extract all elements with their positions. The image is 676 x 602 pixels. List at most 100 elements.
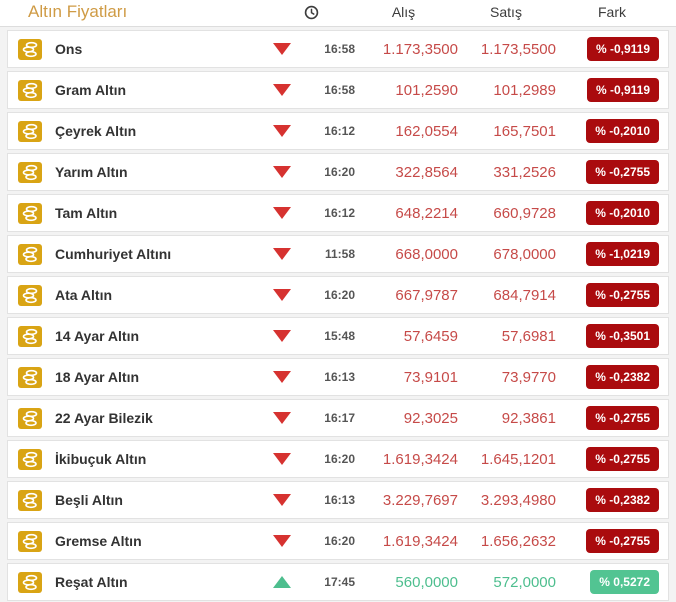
buy-price: 1.619,3424 xyxy=(382,450,458,468)
table-row[interactable]: Cumhuriyet Altını 11:58 668,0000 678,000… xyxy=(7,235,669,273)
table-body: Ons 16:58 1.173,3500 1.173,5500 % -0,911… xyxy=(0,27,676,601)
update-time: 16:20 xyxy=(324,288,355,302)
gold-coins-icon xyxy=(18,325,42,347)
change-cell: % -1,0219 xyxy=(556,242,668,266)
table-row[interactable]: Tam Altın 16:12 648,2214 660,9728 % -0,2… xyxy=(7,194,669,232)
trend-arrow-icon xyxy=(271,412,293,424)
gold-coins-icon xyxy=(18,120,42,142)
gold-coins-icon xyxy=(18,489,42,511)
change-badge: % -0,2382 xyxy=(586,365,659,389)
change-cell: % -0,2382 xyxy=(556,365,668,389)
change-cell: % -0,3501 xyxy=(556,324,668,348)
trend-arrow-icon xyxy=(271,166,293,178)
change-badge: % -1,0219 xyxy=(586,242,659,266)
gold-coins-icon xyxy=(18,571,42,593)
change-badge: % -0,2755 xyxy=(586,406,659,430)
instrument-name: Ata Altın xyxy=(55,287,113,303)
change-badge: % 0,5272 xyxy=(590,570,659,594)
update-time: 16:13 xyxy=(324,493,355,507)
sell-price: 101,2989 xyxy=(493,81,556,99)
change-badge: % -0,2755 xyxy=(586,160,659,184)
sell-price: 684,7914 xyxy=(493,286,556,304)
buy-price: 648,2214 xyxy=(395,204,458,222)
gold-coins-icon xyxy=(18,407,42,429)
clock-icon xyxy=(304,6,318,20)
table-row[interactable]: Reşat Altın 17:45 560,0000 572,0000 % 0,… xyxy=(7,563,669,601)
update-time: 16:20 xyxy=(324,534,355,548)
gold-coins-icon xyxy=(18,284,42,306)
update-time: 16:17 xyxy=(324,411,355,425)
change-cell: % -0,2755 xyxy=(556,283,668,307)
gold-coins-icon xyxy=(18,161,42,183)
column-header-buy: Alış xyxy=(391,4,416,20)
change-cell: % -0,2382 xyxy=(556,488,668,512)
table-row[interactable]: 18 Ayar Altın 16:13 73,9101 73,9770 % -0… xyxy=(7,358,669,396)
instrument-name: Gram Altın xyxy=(55,82,127,98)
sell-price: 3.293,4980 xyxy=(480,491,556,509)
change-cell: % 0,5272 xyxy=(556,570,668,594)
change-cell: % -0,2755 xyxy=(556,447,668,471)
table-row[interactable]: Gremse Altın 16:20 1.619,3424 1.656,2632… xyxy=(7,522,669,560)
sell-price: 572,0000 xyxy=(493,573,556,591)
update-time: 16:20 xyxy=(324,452,355,466)
column-header-time xyxy=(271,4,351,21)
gold-coins-icon xyxy=(18,366,42,388)
buy-price: 668,0000 xyxy=(395,245,458,263)
change-cell: % -0,2010 xyxy=(556,201,668,225)
change-badge: % -0,2382 xyxy=(586,488,659,512)
buy-price: 667,9787 xyxy=(395,286,458,304)
change-badge: % -0,2010 xyxy=(586,119,659,143)
change-cell: % -0,9119 xyxy=(556,78,668,102)
update-time: 17:45 xyxy=(324,575,355,589)
instrument-name: 14 Ayar Altın xyxy=(55,328,140,344)
sell-price: 73,9770 xyxy=(501,368,556,386)
table-row[interactable]: İkibuçuk Altın 16:20 1.619,3424 1.645,12… xyxy=(7,440,669,478)
update-time: 16:12 xyxy=(324,206,355,220)
buy-price: 92,3025 xyxy=(403,409,458,427)
table-header: Altın Fiyatları Alış Satış Fark xyxy=(0,0,676,27)
table-row[interactable]: Ata Altın 16:20 667,9787 684,7914 % -0,2… xyxy=(7,276,669,314)
buy-price: 322,8564 xyxy=(395,163,458,181)
instrument-name: İkibuçuk Altın xyxy=(55,451,147,467)
change-badge: % -0,2010 xyxy=(586,201,659,225)
buy-price: 1.173,3500 xyxy=(382,40,458,58)
instrument-name: 18 Ayar Altın xyxy=(55,369,140,385)
instrument-name: Gremse Altın xyxy=(55,533,142,549)
trend-arrow-icon xyxy=(271,535,293,547)
instrument-name: Yarım Altın xyxy=(55,164,128,180)
column-header-change: Fark xyxy=(598,4,626,20)
instrument-name: Reşat Altın xyxy=(55,574,128,590)
table-row[interactable]: Çeyrek Altın 16:12 162,0554 165,7501 % -… xyxy=(7,112,669,150)
change-badge: % -0,9119 xyxy=(586,78,659,102)
change-badge: % -0,2755 xyxy=(586,283,659,307)
sell-price: 331,2526 xyxy=(493,163,556,181)
sell-price: 678,0000 xyxy=(493,245,556,263)
change-cell: % -0,2755 xyxy=(556,160,668,184)
change-cell: % -0,9119 xyxy=(556,37,668,61)
sell-price: 660,9728 xyxy=(493,204,556,222)
table-row[interactable]: Gram Altın 16:58 101,2590 101,2989 % -0,… xyxy=(7,71,669,109)
table-row[interactable]: 14 Ayar Altın 15:48 57,6459 57,6981 % -0… xyxy=(7,317,669,355)
update-time: 16:12 xyxy=(324,124,355,138)
gold-coins-icon xyxy=(18,448,42,470)
buy-price: 73,9101 xyxy=(403,368,458,386)
table-row[interactable]: Ons 16:58 1.173,3500 1.173,5500 % -0,911… xyxy=(7,30,669,68)
sell-price: 1.656,2632 xyxy=(480,532,556,550)
column-header-sell: Satış xyxy=(490,4,522,20)
trend-arrow-icon xyxy=(271,248,293,260)
buy-price: 560,0000 xyxy=(395,573,458,591)
update-time: 16:13 xyxy=(324,370,355,384)
table-row[interactable]: Yarım Altın 16:20 322,8564 331,2526 % -0… xyxy=(7,153,669,191)
buy-price: 162,0554 xyxy=(395,122,458,140)
buy-price: 3.229,7697 xyxy=(382,491,458,509)
trend-arrow-icon xyxy=(271,576,293,588)
update-time: 11:58 xyxy=(324,247,355,261)
table-row[interactable]: Beşli Altın 16:13 3.229,7697 3.293,4980 … xyxy=(7,481,669,519)
table-row[interactable]: 22 Ayar Bilezik 16:17 92,3025 92,3861 % … xyxy=(7,399,669,437)
sell-price: 1.645,1201 xyxy=(480,450,556,468)
instrument-name: Çeyrek Altın xyxy=(55,123,137,139)
update-time: 15:48 xyxy=(324,329,355,343)
change-badge: % -0,3501 xyxy=(586,324,659,348)
change-cell: % -0,2755 xyxy=(556,406,668,430)
